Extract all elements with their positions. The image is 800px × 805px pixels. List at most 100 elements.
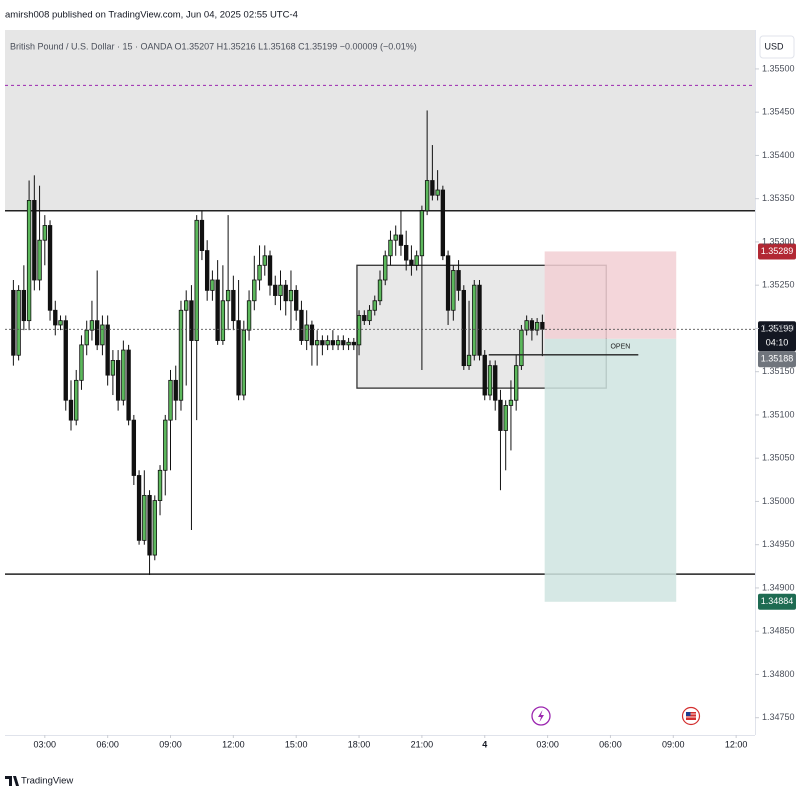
candle-body bbox=[252, 279, 257, 302]
y-tick-label: 1.34800 bbox=[762, 669, 795, 679]
candle-body bbox=[199, 219, 205, 251]
candle-body bbox=[126, 349, 131, 421]
currency-button[interactable] bbox=[759, 35, 795, 59]
candle-body bbox=[26, 200, 32, 322]
price-label-box bbox=[758, 351, 796, 368]
candle-body bbox=[100, 324, 105, 346]
candle-body bbox=[89, 320, 95, 331]
supply-zone bbox=[5, 30, 755, 211]
candle-body bbox=[304, 324, 309, 341]
y-tick-label: 1.34900 bbox=[762, 582, 795, 592]
candle-body bbox=[404, 244, 409, 261]
candle-body bbox=[194, 219, 199, 341]
candle-body bbox=[367, 309, 372, 322]
candle-body bbox=[309, 324, 315, 346]
candle-body bbox=[487, 365, 493, 396]
candle-body bbox=[278, 284, 283, 296]
candle-body bbox=[121, 349, 126, 401]
candle-body bbox=[414, 255, 419, 266]
candle-body bbox=[37, 239, 42, 281]
header: amirsh008 published on TradingView.com, … bbox=[5, 10, 298, 21]
candle-body bbox=[314, 340, 320, 346]
candle-body bbox=[466, 354, 472, 367]
candle-body bbox=[210, 279, 215, 291]
candle-body bbox=[456, 270, 461, 291]
candles-layer bbox=[11, 110, 545, 575]
candle-body bbox=[184, 300, 189, 311]
candle-body bbox=[79, 344, 84, 381]
candle-body bbox=[372, 300, 377, 311]
candle-body bbox=[178, 309, 184, 401]
candle-body bbox=[273, 284, 278, 296]
candle-body bbox=[94, 320, 100, 346]
price-label: 1.35289 bbox=[761, 246, 794, 256]
x-tick-label: 09:00 bbox=[662, 739, 685, 749]
candle-body bbox=[16, 289, 21, 356]
y-tick-label: 1.35250 bbox=[762, 280, 795, 290]
y-tick-label: 1.35000 bbox=[762, 496, 795, 506]
price-label: 1.35199 bbox=[761, 324, 794, 334]
candle-body bbox=[341, 340, 346, 346]
candle-body bbox=[204, 250, 210, 291]
symbol-legend: British Pound / U.S. Dollar · 15 · OANDA… bbox=[10, 41, 417, 51]
open-label: OPEN bbox=[610, 344, 630, 351]
candle-body bbox=[68, 399, 74, 421]
y-tick-label: 1.35200 bbox=[762, 323, 795, 333]
candle-body bbox=[430, 180, 435, 196]
footer: TradingView bbox=[21, 776, 73, 787]
candle-body bbox=[482, 354, 487, 396]
alert-icon[interactable] bbox=[531, 706, 551, 726]
candle-body bbox=[110, 360, 116, 376]
y-tick-label: 1.34850 bbox=[762, 626, 795, 636]
x-tick-label: 18:00 bbox=[348, 739, 371, 749]
candle-body bbox=[288, 289, 294, 302]
candle-body bbox=[335, 340, 341, 346]
candle-body bbox=[163, 419, 168, 471]
candle-body bbox=[513, 365, 519, 401]
candle-body bbox=[356, 315, 362, 346]
foreground-layer: OPEN 1.35289 1.35199 04:10 1.35188 1.34884 bbox=[5, 243, 796, 610]
candle-body bbox=[325, 340, 330, 346]
candle-body bbox=[498, 399, 503, 431]
currency-label: USD bbox=[764, 41, 784, 51]
candle-body bbox=[231, 289, 236, 322]
candle-body bbox=[409, 259, 414, 266]
candle-body bbox=[330, 340, 336, 346]
candle-body bbox=[246, 300, 252, 331]
candle-body bbox=[236, 320, 241, 396]
y-tick-label: 1.35500 bbox=[762, 63, 795, 73]
price-label-box bbox=[758, 321, 796, 352]
candle-body bbox=[142, 494, 147, 541]
candle-body bbox=[21, 289, 27, 322]
candle-body bbox=[267, 255, 273, 286]
candle-body bbox=[47, 225, 53, 311]
candle-body bbox=[136, 475, 142, 541]
candle-body bbox=[503, 405, 508, 431]
candle-body bbox=[84, 329, 89, 346]
candle-body bbox=[393, 234, 398, 241]
candle-body bbox=[508, 399, 514, 406]
candle-body bbox=[241, 329, 247, 396]
candle-body bbox=[377, 279, 383, 302]
event-flag-icon[interactable] bbox=[681, 706, 701, 726]
candle-body bbox=[351, 341, 356, 346]
candle-body bbox=[262, 255, 267, 266]
candle-body bbox=[435, 189, 440, 196]
price-label-box bbox=[758, 243, 796, 260]
candle-body bbox=[152, 500, 157, 556]
candle-body bbox=[58, 320, 63, 326]
candle-body bbox=[168, 379, 173, 421]
candle-body bbox=[383, 255, 388, 281]
candle-body bbox=[74, 379, 79, 421]
x-tick-label: 06:00 bbox=[599, 739, 622, 749]
candle-body bbox=[424, 180, 430, 212]
x-tick-label: 21:00 bbox=[411, 739, 434, 749]
candle-body bbox=[220, 300, 226, 341]
y-tick-label: 1.35300 bbox=[762, 236, 795, 246]
y-tick-label: 1.35400 bbox=[762, 150, 795, 160]
candle-body bbox=[115, 360, 121, 401]
price-label-box bbox=[758, 593, 796, 610]
candle-body bbox=[42, 225, 47, 241]
candle-body bbox=[294, 289, 299, 311]
